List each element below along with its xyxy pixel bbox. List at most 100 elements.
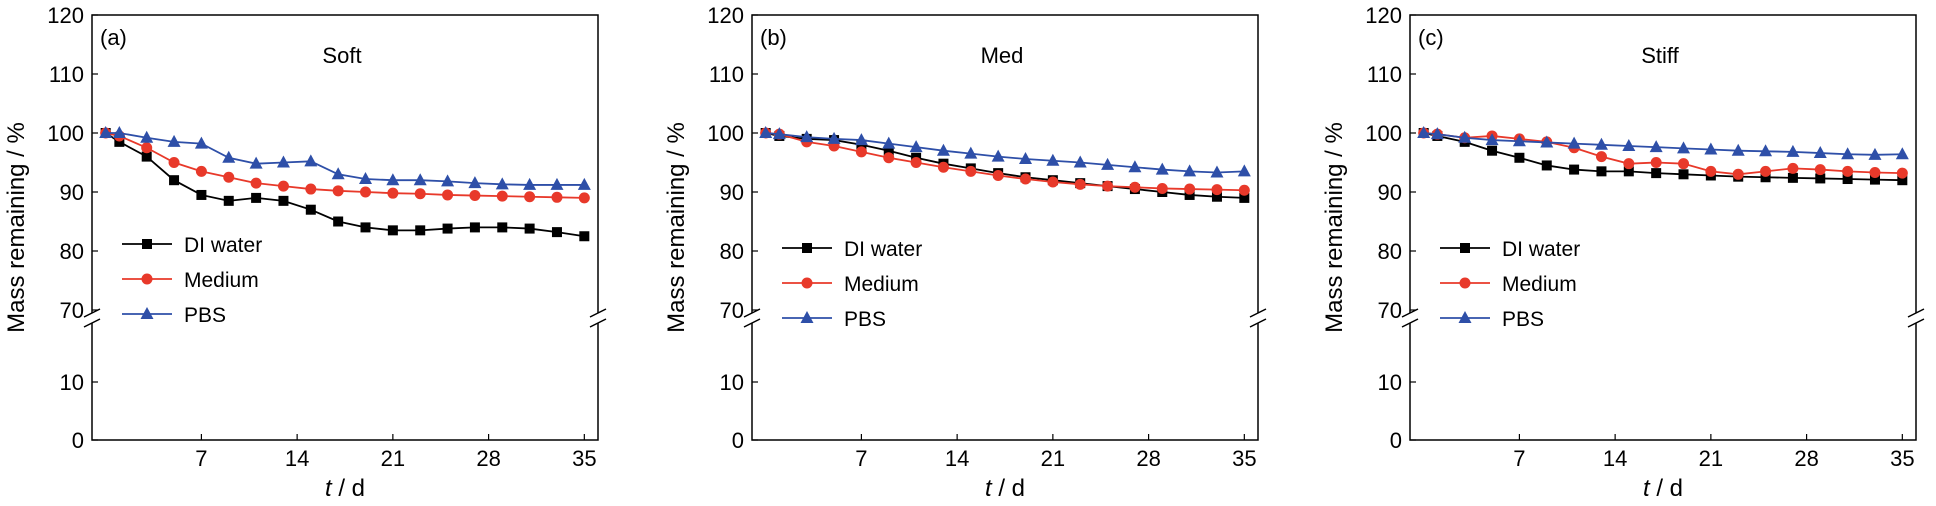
data-point (1787, 172, 1798, 183)
data-point (1514, 152, 1525, 163)
y-tick-label: 100 (707, 121, 744, 146)
data-point (331, 167, 345, 180)
panel-label: (c) (1418, 25, 1444, 50)
data-point (1813, 146, 1827, 159)
plot-frame (91, 14, 599, 441)
y-tick-label: 80 (720, 239, 744, 264)
data-point (250, 177, 262, 189)
data-point (333, 216, 344, 227)
data-point (1732, 168, 1744, 180)
x-tick-label: 35 (1232, 446, 1256, 471)
axis-break-mark (1907, 318, 1925, 328)
data-point (304, 154, 318, 167)
data-point (1651, 168, 1662, 179)
legend: DI water Medium PBS (1440, 238, 1580, 331)
x-tick-label: 35 (572, 446, 596, 471)
data-point (1211, 191, 1222, 202)
data-point (1841, 147, 1855, 160)
data-point (1102, 180, 1114, 192)
legend-label: DI water (184, 234, 262, 257)
x-axis-label-unit: / d (332, 475, 365, 502)
data-point (386, 173, 400, 186)
data-point (196, 189, 207, 200)
axis-break-mark (743, 318, 761, 328)
y-axis-label: Mass remaining / % (3, 122, 30, 333)
x-tick-label: 21 (1041, 446, 1065, 471)
x-axis-label: t / d (985, 475, 1025, 502)
panel-2: 70 80 90 100 110 120 0 10 7 14 21 28 35 t / d Mass rem… (1321, 3, 1925, 502)
data-point (141, 151, 152, 162)
data-point (1869, 174, 1880, 185)
x-tick-label: 14 (945, 446, 969, 471)
series-medium (760, 127, 1250, 196)
data-point (1704, 142, 1718, 155)
data-point (1047, 176, 1059, 188)
data-point (1895, 147, 1909, 160)
y-tick-label: 90 (1378, 180, 1402, 205)
data-point (195, 165, 207, 177)
data-point (1594, 137, 1608, 150)
data-point (577, 177, 591, 190)
data-point (1459, 277, 1471, 289)
axis-break-gap (1404, 313, 1416, 323)
data-point (1868, 147, 1882, 160)
y-axis-label: Mass remaining / % (1321, 122, 1348, 333)
data-point (1238, 184, 1250, 196)
y-tick-label: 10 (1378, 370, 1402, 395)
y-tick-label: 110 (709, 62, 744, 87)
data-point (1540, 135, 1554, 148)
data-point (442, 189, 454, 201)
data-point (223, 171, 235, 183)
x-axis-label: t / d (325, 475, 365, 502)
data-point (194, 136, 208, 149)
data-point (910, 157, 922, 168)
data-point (1842, 165, 1854, 177)
y-tick-label: 80 (60, 239, 84, 264)
data-point (112, 126, 126, 138)
data-point (469, 190, 481, 202)
data-point (169, 175, 180, 186)
series-pbs (99, 126, 591, 190)
data-point (1156, 182, 1168, 194)
data-point (1129, 181, 1141, 193)
data-point (223, 195, 234, 206)
data-point (222, 150, 236, 163)
x-tick-label: 14 (1603, 446, 1627, 471)
data-point (1759, 144, 1773, 157)
data-point (140, 307, 154, 319)
data-point (1678, 158, 1690, 170)
data-point (442, 223, 453, 234)
data-point (1019, 151, 1033, 164)
data-point (140, 130, 154, 143)
x-tick-label: 14 (285, 446, 309, 471)
panel-label: (a) (100, 25, 127, 50)
axis-break-mark (83, 318, 101, 328)
y-tick-label: 0 (72, 428, 84, 453)
data-point (1786, 144, 1800, 157)
data-point (387, 225, 398, 236)
data-point (909, 140, 923, 153)
y-tick-label: 10 (720, 370, 744, 395)
axis-break-mark (1401, 318, 1419, 328)
data-point (1237, 164, 1251, 177)
x-axis-label-variable: t (325, 475, 333, 502)
legend-label: PBS (1502, 308, 1544, 331)
data-point (1046, 153, 1060, 166)
data-point (1678, 169, 1689, 180)
data-point (1211, 184, 1223, 196)
data-point (551, 191, 563, 203)
series-pbs (759, 126, 1251, 178)
data-point (414, 188, 426, 200)
data-point (1569, 164, 1580, 175)
data-point (413, 173, 427, 186)
data-point (964, 146, 978, 159)
axis-break-mark (1249, 318, 1267, 328)
data-point (469, 222, 480, 233)
axis-break-mark (589, 308, 607, 318)
data-point (550, 177, 564, 190)
data-point (551, 227, 562, 238)
data-point (1649, 140, 1663, 153)
data-point (167, 134, 181, 147)
data-point (1430, 127, 1444, 140)
legend-label: PBS (184, 304, 226, 327)
